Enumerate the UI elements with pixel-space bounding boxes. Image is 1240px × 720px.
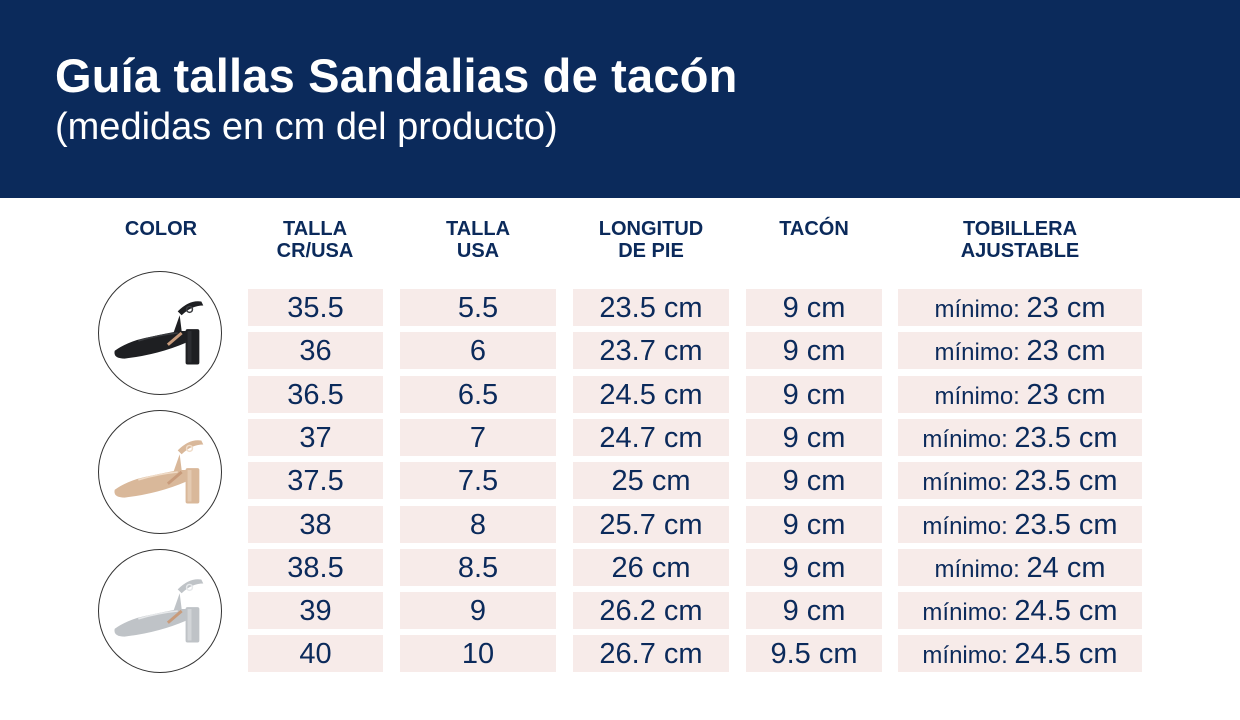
tobillera-value: 23 cm	[1026, 292, 1106, 324]
header-banner: Guía tallas Sandalias de tacón (medidas …	[0, 0, 1240, 198]
cell-cr: 38.5	[248, 548, 383, 586]
cell-usa: 5.5	[400, 289, 556, 326]
cell-cr: 37	[248, 418, 383, 456]
cell-cr: 37.5	[248, 462, 383, 500]
cell-pie: 24.5 cm	[573, 375, 729, 413]
minimo-label: mínimo:	[922, 512, 1015, 540]
cell-cr: 39	[248, 592, 383, 630]
cell-usa: 8.5	[400, 548, 556, 586]
cell-tobillera: mínimo: 23.5 cm	[898, 462, 1142, 500]
gold-shoe-image	[98, 410, 222, 534]
cell-tacon: 9 cm	[746, 289, 882, 326]
cell-usa: 10	[400, 635, 556, 673]
silver-shoe-image	[98, 549, 222, 673]
cell-tacon: 9 cm	[746, 548, 882, 586]
cell-cr: 36	[248, 332, 383, 370]
tobillera-value: 24.5 cm	[1014, 595, 1118, 628]
cell-pie: 25.7 cm	[573, 505, 729, 543]
minimo-label: mínimo:	[934, 555, 1027, 583]
cell-cr: 35.5	[248, 289, 383, 326]
cell-cr: 38	[248, 505, 383, 543]
tobillera-value: 23.5 cm	[1014, 508, 1118, 541]
minimo-label: mínimo:	[934, 296, 1027, 323]
cell-pie: 23.5 cm	[573, 289, 729, 326]
black-shoe-image	[98, 271, 222, 395]
col-color-header: COLOR	[124, 218, 198, 240]
cell-usa: 9	[400, 592, 556, 630]
minimo-label: mínimo:	[922, 425, 1015, 453]
cell-usa: 6	[400, 332, 556, 370]
minimo-label: mínimo:	[922, 599, 1015, 627]
cell-tobillera: mínimo: 23.5 cm	[898, 418, 1142, 456]
cell-tobillera: mínimo: 24 cm	[898, 548, 1142, 586]
cell-pie: 23.7 cm	[573, 332, 729, 370]
cell-tacon: 9.5 cm	[746, 635, 882, 673]
tobillera-value: 24 cm	[1026, 551, 1106, 584]
tobillera-value: 23.5 cm	[1014, 465, 1118, 498]
tobillera-value: 23 cm	[1026, 335, 1106, 368]
cell-pie: 24.7 cm	[573, 418, 729, 456]
cell-tacon: 9 cm	[746, 332, 882, 370]
cell-tobillera: mínimo: 23 cm	[898, 289, 1142, 326]
cell-cr: 40	[248, 635, 383, 673]
cell-cr: 36.5	[248, 375, 383, 413]
page-title: Guía tallas Sandalias de tacón	[55, 49, 738, 102]
minimo-label: mínimo:	[922, 642, 1015, 670]
cell-usa: 7.5	[400, 462, 556, 500]
minimo-label: mínimo:	[934, 339, 1027, 367]
cell-tobillera: mínimo: 24.5 cm	[898, 635, 1142, 673]
cell-tacon: 9 cm	[746, 375, 882, 413]
cell-tobillera: mínimo: 23.5 cm	[898, 505, 1142, 543]
cell-pie: 26 cm	[573, 548, 729, 586]
cell-tacon: 9 cm	[746, 462, 882, 500]
cell-usa: 7	[400, 418, 556, 456]
cell-tobillera: mínimo: 23 cm	[898, 332, 1142, 370]
tobillera-value: 23 cm	[1026, 378, 1106, 411]
tobillera-value: 24.5 cm	[1014, 638, 1118, 671]
cell-tacon: 9 cm	[746, 592, 882, 630]
col-tacon-header: TACÓN	[779, 218, 849, 240]
col-talla-usa-header: TALLA USA	[445, 218, 511, 262]
col-tobillera-header: TOBILLERA AJUSTABLE	[960, 218, 1080, 262]
cell-tobillera: mínimo: 23 cm	[898, 375, 1142, 413]
cell-pie: 26.2 cm	[573, 592, 729, 630]
col-talla-cr-usa-header: TALLA CR/USA	[276, 218, 354, 262]
minimo-label: mínimo:	[922, 469, 1015, 497]
page-subtitle: (medidas en cm del producto)	[55, 106, 558, 148]
cell-usa: 8	[400, 505, 556, 543]
cell-pie: 26.7 cm	[573, 635, 729, 673]
cell-tacon: 9 cm	[746, 418, 882, 456]
cell-tacon: 9 cm	[746, 505, 882, 543]
tobillera-value: 23.5 cm	[1014, 421, 1118, 454]
cell-pie: 25 cm	[573, 462, 729, 500]
minimo-label: mínimo:	[934, 382, 1027, 410]
col-longitud-pie-header: LONGITUD DE PIE	[598, 218, 704, 262]
cell-usa: 6.5	[400, 375, 556, 413]
cell-tobillera: mínimo: 24.5 cm	[898, 592, 1142, 630]
